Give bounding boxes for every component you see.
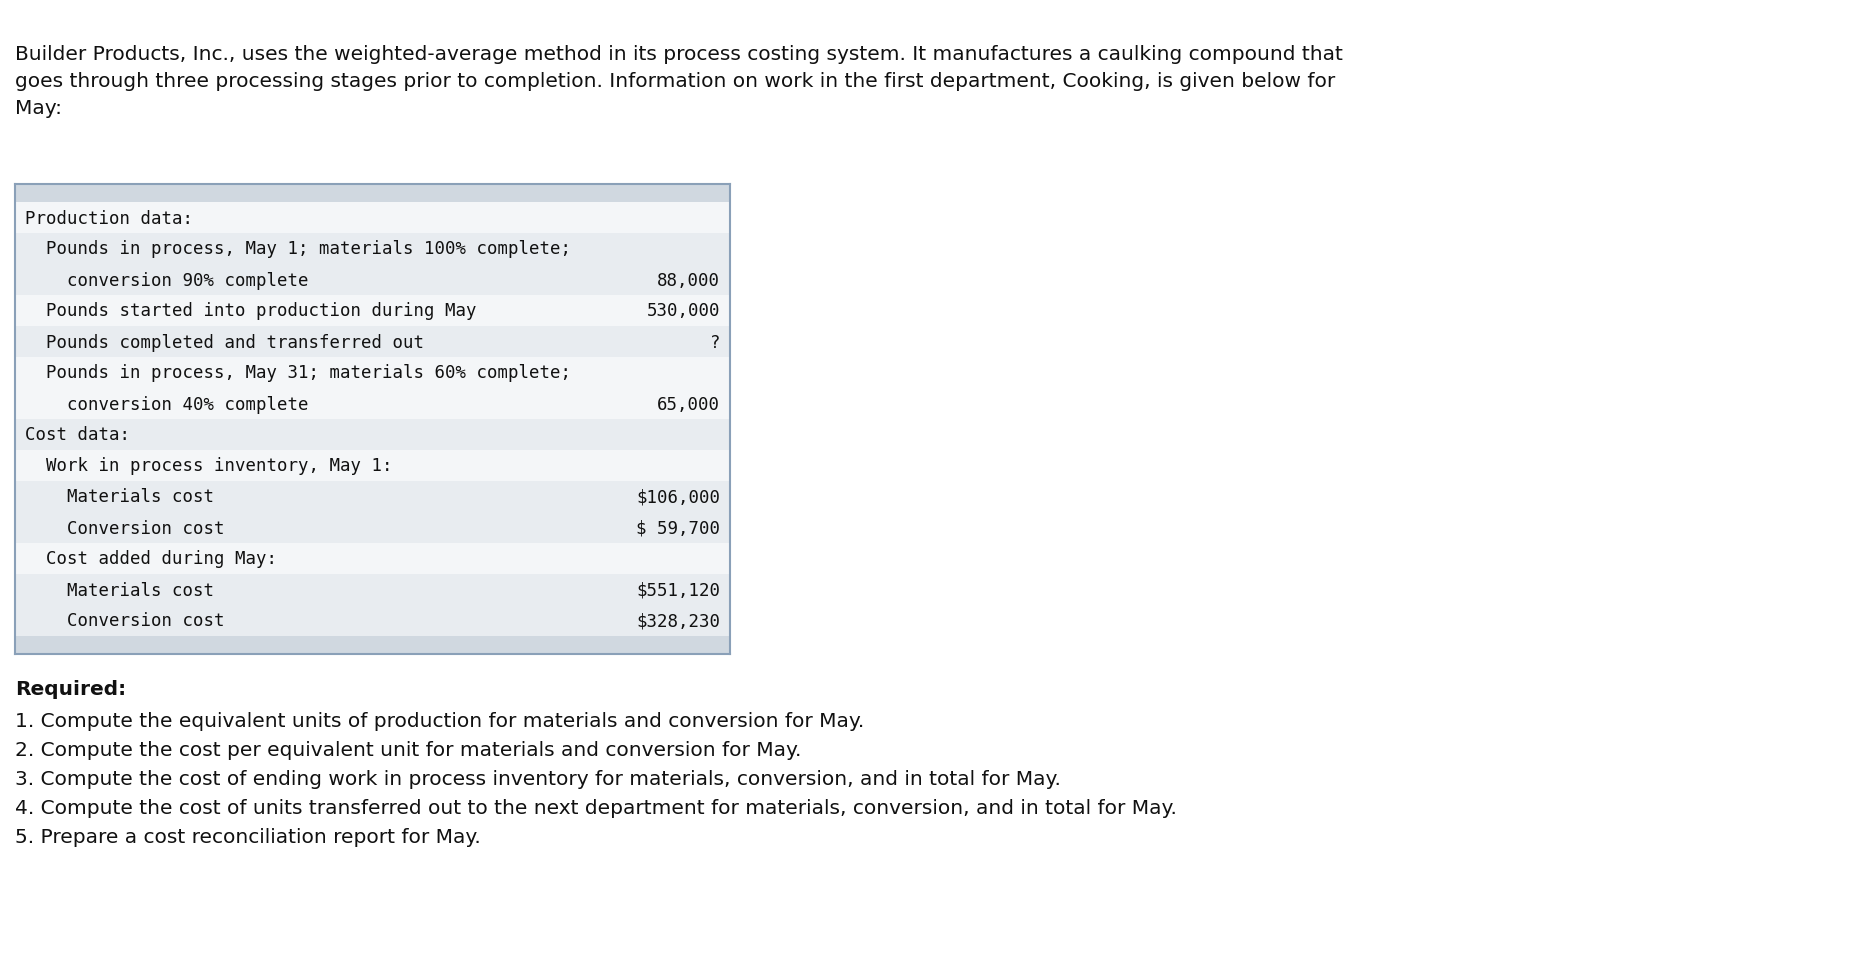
Text: 530,000: 530,000 (646, 302, 720, 320)
Bar (15, 327, 731, 358)
Text: 5. Prepare a cost reconciliation report for May.: 5. Prepare a cost reconciliation report … (15, 828, 481, 846)
Bar (15, 482, 731, 513)
Text: 65,000: 65,000 (657, 395, 720, 413)
Text: Required:: Required: (15, 679, 126, 699)
Text: Cost data:: Cost data: (26, 426, 130, 444)
Text: Conversion cost: Conversion cost (26, 519, 224, 537)
Bar (15, 203, 731, 234)
Bar (15, 606, 731, 637)
Text: Work in process inventory, May 1:: Work in process inventory, May 1: (26, 457, 392, 475)
Text: $106,000: $106,000 (636, 488, 720, 506)
Text: Materials cost: Materials cost (26, 488, 215, 506)
Bar (15, 513, 731, 544)
Text: Materials cost: Materials cost (26, 580, 215, 599)
Bar (15, 389, 731, 420)
Bar (15, 234, 731, 265)
Bar (15, 358, 731, 389)
Text: ?: ? (710, 333, 720, 351)
Bar (15, 451, 731, 482)
Text: goes through three processing stages prior to completion. Information on work in: goes through three processing stages pri… (15, 72, 1336, 91)
Text: Production data:: Production data: (26, 209, 192, 228)
Bar (15, 185, 731, 203)
Text: 2. Compute the cost per equivalent unit for materials and conversion for May.: 2. Compute the cost per equivalent unit … (15, 740, 801, 760)
Text: 3. Compute the cost of ending work in process inventory for materials, conversio: 3. Compute the cost of ending work in pr… (15, 769, 1060, 788)
Text: Pounds started into production during May: Pounds started into production during Ma… (26, 302, 477, 320)
Text: Pounds in process, May 31; materials 60% complete;: Pounds in process, May 31; materials 60%… (26, 364, 572, 382)
Text: Conversion cost: Conversion cost (26, 611, 224, 630)
Text: May:: May: (15, 99, 63, 118)
Text: 88,000: 88,000 (657, 271, 720, 289)
Bar (15, 575, 731, 606)
Bar (15, 637, 731, 654)
Text: $ 59,700: $ 59,700 (636, 519, 720, 537)
Text: Builder Products, Inc., uses the weighted-average method in its process costing : Builder Products, Inc., uses the weighte… (15, 45, 1343, 64)
Bar (15, 296, 731, 327)
Bar (15, 265, 731, 296)
Text: Pounds completed and transferred out: Pounds completed and transferred out (26, 333, 424, 351)
Text: Pounds in process, May 1; materials 100% complete;: Pounds in process, May 1; materials 100%… (26, 240, 572, 258)
Text: $328,230: $328,230 (636, 611, 720, 630)
Text: conversion 90% complete: conversion 90% complete (26, 271, 309, 289)
Bar (15, 544, 731, 575)
Text: 1. Compute the equivalent units of production for materials and conversion for M: 1. Compute the equivalent units of produ… (15, 711, 864, 731)
Text: conversion 40% complete: conversion 40% complete (26, 395, 309, 413)
Text: 4. Compute the cost of units transferred out to the next department for material: 4. Compute the cost of units transferred… (15, 798, 1177, 817)
Text: $551,120: $551,120 (636, 580, 720, 599)
Bar (15, 420, 731, 451)
Text: Cost added during May:: Cost added during May: (26, 550, 277, 568)
